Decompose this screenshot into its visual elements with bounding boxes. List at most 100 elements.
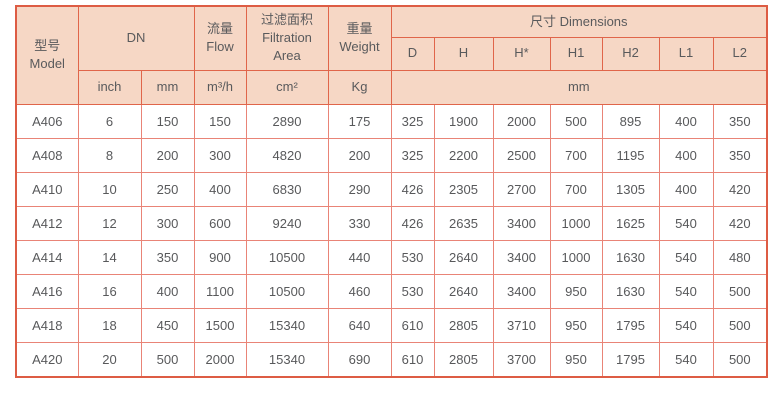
header-dimensions: 尺寸 Dimensions <box>390 5 768 38</box>
value-cell: 420 <box>712 205 768 241</box>
value-cell: 6830 <box>245 171 329 207</box>
value-cell: 500 <box>712 273 768 309</box>
value-cell: 15340 <box>245 307 329 343</box>
header-filtration-zh: 过滤面积 <box>260 11 313 27</box>
value-cell: 640 <box>327 307 392 343</box>
value-cell: 950 <box>549 307 603 343</box>
model-cell: A416 <box>15 273 79 309</box>
table-row: A416 16 400 1100 10500 460 530 2640 3400 950 1630 5… <box>15 273 768 309</box>
value-cell: 10500 <box>245 273 329 309</box>
value-cell: 150 <box>193 103 247 139</box>
value-cell: 300 <box>193 137 247 173</box>
value-cell: 350 <box>712 103 768 139</box>
value-cell: 9240 <box>245 205 329 241</box>
unit-dimensions-mm: mm <box>390 69 768 105</box>
value-cell: 1795 <box>601 341 660 377</box>
header-dim-h2: H2 <box>601 36 660 71</box>
value-cell: 2640 <box>433 239 494 275</box>
value-cell: 690 <box>327 341 392 377</box>
unit-area: cm² <box>245 69 329 105</box>
table-row: A406 6 150 150 2890 175 325 1900 2000 500 895 400 35… <box>15 103 768 139</box>
value-cell: 16 <box>77 273 142 309</box>
value-cell: 350 <box>140 239 195 275</box>
value-cell: 540 <box>658 205 714 241</box>
value-cell: 2200 <box>433 137 494 173</box>
value-cell: 400 <box>658 137 714 173</box>
value-cell: 1900 <box>433 103 494 139</box>
model-cell: A414 <box>15 239 79 275</box>
value-cell: 2805 <box>433 341 494 377</box>
value-cell: 2305 <box>433 171 494 207</box>
value-cell: 330 <box>327 205 392 241</box>
value-cell: 400 <box>193 171 247 207</box>
value-cell: 540 <box>658 307 714 343</box>
value-cell: 530 <box>390 239 435 275</box>
value-cell: 3700 <box>492 341 551 377</box>
value-cell: 400 <box>658 171 714 207</box>
value-cell: 530 <box>390 273 435 309</box>
unit-inch: inch <box>77 69 142 105</box>
header-model-en: Model <box>29 56 65 72</box>
model-cell: A408 <box>15 137 79 173</box>
value-cell: 325 <box>390 137 435 173</box>
model-cell: A410 <box>15 171 79 207</box>
value-cell: 3400 <box>492 239 551 275</box>
value-cell: 895 <box>601 103 660 139</box>
value-cell: 150 <box>140 103 195 139</box>
model-cell: A418 <box>15 307 79 343</box>
value-cell: 2890 <box>245 103 329 139</box>
header-flow-zh: 流量 <box>206 21 233 37</box>
value-cell: 950 <box>549 341 603 377</box>
table-row: A414 14 350 900 10500 440 530 2640 3400 1000 1630 5… <box>15 239 768 275</box>
value-cell: 600 <box>193 205 247 241</box>
value-cell: 1305 <box>601 171 660 207</box>
value-cell: 420 <box>712 171 768 207</box>
value-cell: 440 <box>327 239 392 275</box>
value-cell: 290 <box>327 171 392 207</box>
header-flow-en: Flow <box>206 39 234 55</box>
header-model: 型号 Model <box>15 5 79 105</box>
value-cell: 1630 <box>601 273 660 309</box>
value-cell: 400 <box>658 103 714 139</box>
value-cell: 3710 <box>492 307 551 343</box>
header-model-zh: 型号 <box>34 38 61 54</box>
value-cell: 3400 <box>492 205 551 241</box>
value-cell: 480 <box>712 239 768 275</box>
value-cell: 4820 <box>245 137 329 173</box>
header-weight-zh: 重量 <box>346 21 373 37</box>
value-cell: 900 <box>193 239 247 275</box>
value-cell: 12 <box>77 205 142 241</box>
value-cell: 610 <box>390 341 435 377</box>
value-cell: 325 <box>390 103 435 139</box>
header-flow: 流量 Flow <box>193 5 247 71</box>
value-cell: 200 <box>327 137 392 173</box>
value-cell: 540 <box>658 273 714 309</box>
value-cell: 175 <box>327 103 392 139</box>
header-dim-d: D <box>390 36 435 71</box>
table-header: 型号 Model DN 流量 Flow 过滤面积 Filtration Area… <box>15 5 768 105</box>
value-cell: 426 <box>390 171 435 207</box>
value-cell: 400 <box>140 273 195 309</box>
value-cell: 6 <box>77 103 142 139</box>
table-body: A406 6 150 150 2890 175 325 1900 2000 500 895 400 35… <box>15 103 768 377</box>
value-cell: 700 <box>549 137 603 173</box>
value-cell: 426 <box>390 205 435 241</box>
table-row: A420 20 500 2000 15340 690 610 2805 3700 950 1795 5… <box>15 341 768 377</box>
value-cell: 1795 <box>601 307 660 343</box>
value-cell: 2500 <box>492 137 551 173</box>
value-cell: 500 <box>712 307 768 343</box>
value-cell: 540 <box>658 341 714 377</box>
header-dim-hstar: H* <box>492 36 551 71</box>
header-dn: DN <box>77 5 195 71</box>
model-cell: A420 <box>15 341 79 377</box>
unit-flow: m³/h <box>193 69 247 105</box>
unit-weight: Kg <box>327 69 392 105</box>
model-cell: A412 <box>15 205 79 241</box>
value-cell: 300 <box>140 205 195 241</box>
value-cell: 2700 <box>492 171 551 207</box>
value-cell: 1625 <box>601 205 660 241</box>
value-cell: 950 <box>549 273 603 309</box>
header-filtration-en: Filtration Area <box>262 30 312 64</box>
value-cell: 500 <box>549 103 603 139</box>
